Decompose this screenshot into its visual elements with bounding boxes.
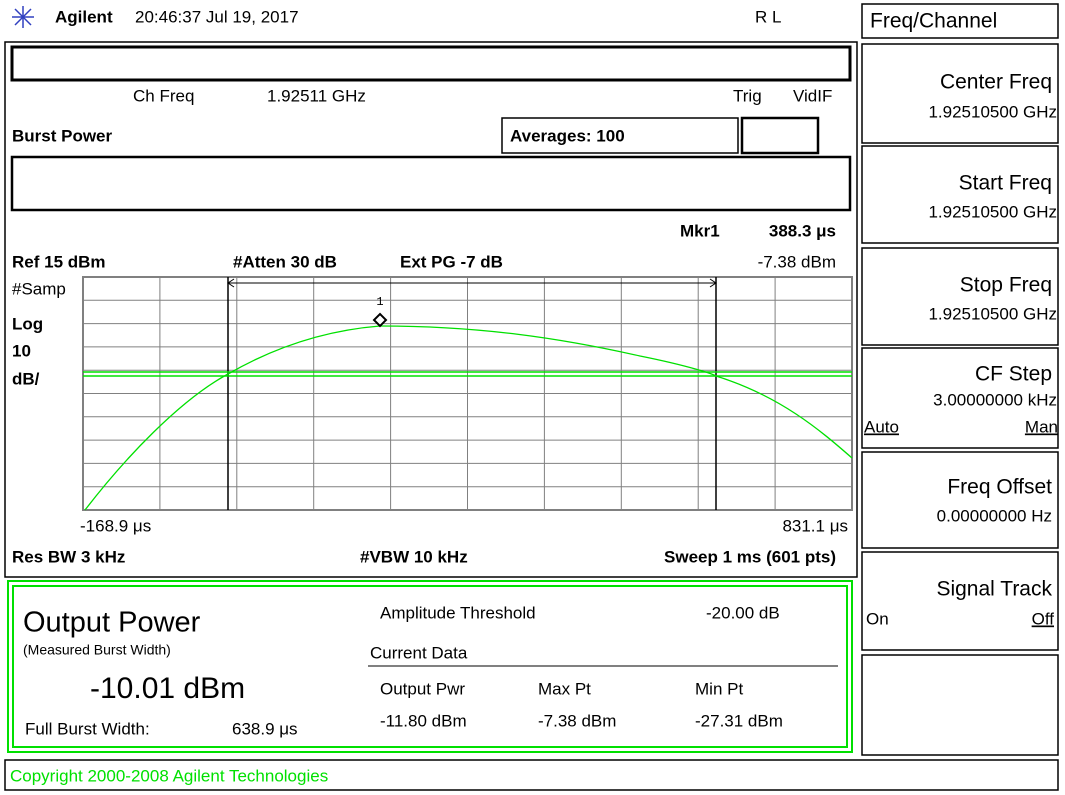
softkey-value: 1.92510500 GHz (928, 102, 1057, 121)
title-box (10, 45, 852, 82)
current-data: Current Data (370, 643, 468, 662)
trig: VidIF (793, 86, 832, 105)
softkey[interactable]: Center Freq 1.92510500 GHz (861, 43, 1059, 144)
softkey-option: Auto (864, 417, 899, 436)
main-panel (4, 41, 858, 578)
softkey-option: On (866, 609, 889, 628)
burst-width-arrow (227, 278, 717, 288)
scale-unit: dB/ (12, 369, 40, 388)
averages-box (501, 117, 739, 154)
scale-type: Log (12, 314, 43, 333)
softkey-box[interactable] (861, 451, 1059, 549)
softkey-label: Center Freq (940, 71, 1052, 94)
softkey-label: Freq Offset (947, 476, 1052, 499)
softkey[interactable]: Start Freq 1.92510500 GHz (861, 145, 1059, 244)
res-bw: Res BW 3 kHz (12, 547, 125, 566)
ext-pg: Ext PG -7 dB (400, 252, 503, 271)
column-value: -27.31 dBm (695, 711, 783, 730)
column-value: -7.38 dBm (538, 711, 616, 730)
sweep: Sweep 1 ms (601 pts) (664, 547, 836, 566)
softkey[interactable]: Signal Track On Off (861, 551, 1059, 651)
trig-label: Trig (733, 86, 762, 105)
softkey-value: 0.00000000 Hz (937, 506, 1052, 525)
softkey-value: 3.00000000 kHz (933, 390, 1057, 409)
softkey[interactable]: Stop Freq 1.92510500 GHz (861, 247, 1059, 346)
detector: #Samp (12, 279, 66, 298)
threshold: -20.00 dB (706, 603, 780, 622)
results-subtitle: (Measured Burst Width) (23, 642, 171, 658)
results-title: Output Power (23, 607, 201, 639)
marker-level: -7.38 dBm (758, 252, 836, 271)
column-value: -11.80 dBm (380, 711, 467, 730)
ch-freq-label: Ch Freq (133, 86, 194, 105)
softkey-label: Stop Freq (960, 274, 1052, 297)
menu-title: Freq/Channel (870, 10, 997, 33)
menu-title-box (861, 3, 1059, 39)
softkey[interactable]: Freq Offset 0.00000000 Hz (861, 451, 1059, 549)
ch-freq: 1.92511 GHz (267, 86, 366, 105)
softkey-box[interactable] (861, 247, 1059, 346)
softkey-value: 1.92510500 GHz (928, 202, 1057, 221)
x-start: -168.9 μs (80, 516, 151, 535)
logo (12, 6, 34, 28)
softkey-label: Signal Track (936, 578, 1052, 601)
marker-diamond (372, 312, 388, 328)
mode: Burst Power (12, 126, 113, 145)
column-header: Min Pt (695, 679, 743, 698)
avg-indicator (740, 116, 820, 155)
softkey-option: Man (1025, 417, 1058, 436)
softkey-box[interactable] (861, 43, 1059, 144)
softkey-option: Off (1032, 609, 1055, 628)
softkey-label: CF Step (975, 363, 1052, 386)
results-frame (7, 580, 853, 753)
datetime: 20:46:37 Jul 19, 2017 (135, 7, 299, 26)
x-stop: 831.1 μs (782, 516, 848, 535)
averages: Averages: 100 (510, 126, 625, 145)
trace (84, 325, 853, 511)
softkey-box[interactable] (861, 654, 1059, 756)
vbw: #VBW 10 kHz (360, 547, 468, 566)
marker-name: Mkr1 (680, 221, 720, 240)
softkey-value: 1.92510500 GHz (928, 304, 1057, 323)
message-box (10, 155, 852, 212)
softkey-label: Start Freq (959, 172, 1052, 195)
threshold-label: Amplitude Threshold (380, 603, 536, 622)
results-frame-inner (12, 585, 848, 748)
graticule (83, 277, 852, 510)
marker-number: 1 (376, 295, 383, 309)
status: R L (755, 7, 781, 26)
results-value: -10.01 dBm (90, 672, 245, 705)
softkey-box[interactable] (861, 145, 1059, 244)
column-header: Max Pt (538, 679, 591, 698)
full-burst: 638.9 μs (232, 719, 298, 738)
atten: #Atten 30 dB (233, 252, 337, 271)
footer-box (4, 759, 1059, 791)
copyright: Copyright 2000-2008 Agilent Technologies (10, 766, 328, 785)
softkey-box[interactable] (861, 551, 1059, 651)
brand: Agilent (55, 7, 113, 26)
full-burst-label: Full Burst Width: (25, 719, 150, 738)
marker-time: 388.3 μs (769, 221, 836, 240)
graticule-frame (82, 276, 853, 511)
ref-level: Ref 15 dBm (12, 252, 106, 271)
scale-value: 10 (12, 341, 31, 360)
softkey[interactable]: CF Step 3.00000000 kHz Auto Man (861, 347, 1059, 449)
softkey-box[interactable] (861, 347, 1059, 449)
column-header: Output Pwr (380, 679, 465, 698)
